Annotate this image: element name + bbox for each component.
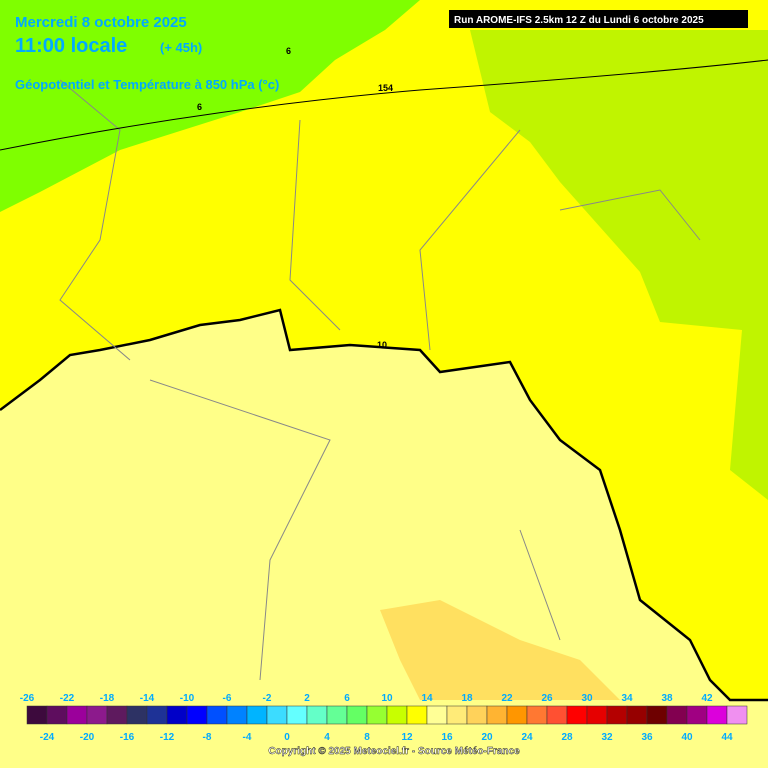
legend-label: -22: [60, 693, 75, 704]
time: 11:00 locale: [15, 35, 127, 57]
legend-label: -2: [263, 693, 272, 704]
legend-label: 30: [581, 693, 593, 704]
legend-cell: [546, 705, 568, 725]
legend-cell: [386, 705, 408, 725]
warmer-patch: [380, 600, 620, 700]
legend-cell: [366, 705, 388, 725]
legend-cell: [146, 705, 168, 725]
legend-label: 26: [541, 693, 553, 704]
legend-cell: [686, 705, 708, 725]
legend-label: -4: [243, 732, 252, 743]
copyright: Copyright © 2025 Meteociel.fr - Source M…: [268, 746, 520, 757]
legend-cell: [266, 705, 288, 725]
legend-label: -20: [80, 732, 95, 743]
legend-label: 16: [441, 732, 453, 743]
legend-label: -26: [20, 693, 35, 704]
legend-label: 12: [401, 732, 413, 743]
legend-label: 42: [701, 693, 713, 704]
legend-label: 10: [381, 693, 393, 704]
legend-cell: [186, 705, 208, 725]
legend-label: -10: [180, 693, 195, 704]
legend-label: 44: [721, 732, 733, 743]
coastline: [0, 308, 768, 702]
legend-label: 34: [621, 693, 633, 704]
legend-cell: [26, 705, 48, 725]
legend-cell: [486, 705, 508, 725]
geopotential-contour: [0, 59, 768, 151]
contour-label: 6: [197, 102, 202, 112]
legend-cell: [46, 705, 68, 725]
legend-label: 4: [324, 732, 330, 743]
field: Géopotentiel et Température à 850 hPa (°…: [15, 77, 279, 92]
legend-label: -14: [140, 693, 155, 704]
legend-label: 28: [561, 732, 573, 743]
legend-cell: [646, 705, 668, 725]
legend-cell: [286, 705, 308, 725]
legend-label: -8: [203, 732, 212, 743]
legend-cell: [666, 705, 688, 725]
contour-label: 10: [377, 340, 387, 350]
yellow-green-zone: [470, 30, 768, 500]
date: Mercredi 8 octobre 2025: [15, 14, 187, 31]
legend-cell: [206, 705, 228, 725]
legend-cell: [346, 705, 368, 725]
green-zone: [0, 0, 420, 212]
color-legend: -26-24-22-20-18-16-14-12-10-8-6-4-202468…: [20, 693, 748, 743]
legend-label: 14: [421, 693, 433, 704]
legend-label: -6: [223, 693, 232, 704]
legend-label: 22: [501, 693, 513, 704]
legend-label: 18: [461, 693, 473, 704]
borders: [59, 79, 701, 681]
legend-label: -16: [120, 732, 135, 743]
legend-label: 32: [601, 732, 613, 743]
legend-cell: [626, 705, 648, 725]
legend-label: 40: [681, 732, 693, 743]
legend-cell: [506, 705, 528, 725]
legend-cell: [566, 705, 588, 725]
legend-label: 8: [364, 732, 370, 743]
legend-label: 0: [284, 732, 290, 743]
legend-cell: [466, 705, 488, 725]
legend-label: -18: [100, 693, 115, 704]
run-info: Run AROME-IFS 2.5km 12 Z du Lundi 6 octo…: [454, 15, 704, 26]
legend-cell: [106, 705, 128, 725]
legend-cell: [226, 705, 248, 725]
legend-label: 24: [521, 732, 533, 743]
legend-cell: [586, 705, 608, 725]
legend-cell: [166, 705, 188, 725]
legend-label: -12: [160, 732, 175, 743]
legend-cell: [86, 705, 108, 725]
legend-label: 6: [344, 693, 350, 704]
legend-label: 38: [661, 693, 673, 704]
legend-cell: [446, 705, 468, 725]
legend-cell: [246, 705, 268, 725]
legend-cell: [426, 705, 448, 725]
legend-label: 20: [481, 732, 493, 743]
legend-cell: [726, 705, 748, 725]
legend-cell: [526, 705, 548, 725]
contour-label: 154: [378, 83, 393, 93]
legend-cell: [66, 705, 88, 725]
run-banner: [449, 10, 748, 28]
lead: (+ 45h): [160, 40, 202, 55]
legend-label: 36: [641, 732, 653, 743]
legend-cell: [126, 705, 148, 725]
legend-cell: [606, 705, 628, 725]
contour-label: 6: [286, 46, 291, 56]
legend-cell: [306, 705, 328, 725]
legend-cell: [406, 705, 428, 725]
legend-cell: [706, 705, 728, 725]
legend-cell: [326, 705, 348, 725]
legend-label: 2: [304, 693, 310, 704]
legend-label: -24: [40, 732, 55, 743]
warm-zone: [0, 310, 768, 768]
